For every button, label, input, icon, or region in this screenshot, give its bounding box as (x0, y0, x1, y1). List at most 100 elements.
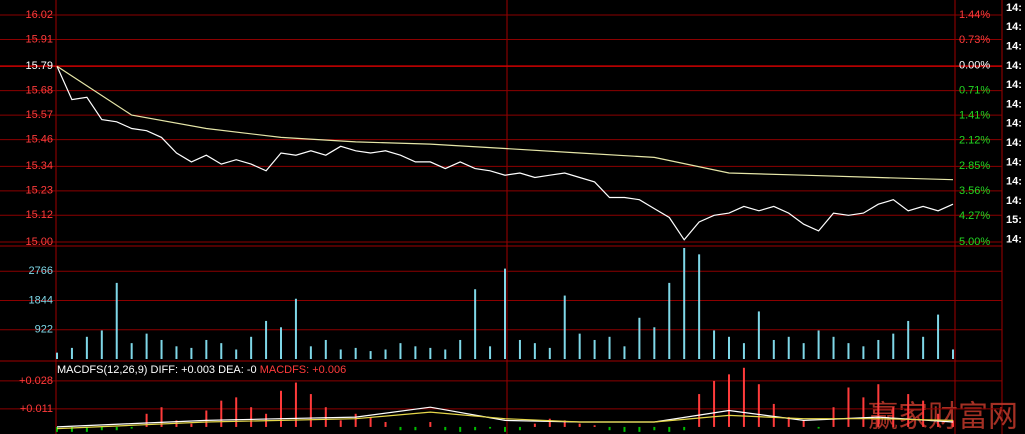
bar (235, 349, 238, 359)
macd-title: MACDFS(12,26,9) (57, 364, 147, 376)
bar (698, 254, 701, 359)
bar (608, 426, 611, 431)
series-line (56, 65, 954, 181)
y-tick-label: 15.46 (25, 134, 53, 146)
bar (787, 336, 790, 359)
bar (429, 422, 432, 427)
bar (683, 248, 686, 359)
bar (56, 352, 58, 359)
y2-tick-label: 2.12% (959, 134, 990, 146)
y-tick-label: 15.12 (25, 209, 53, 221)
y-tick-label: 15.34 (25, 160, 53, 172)
bar (952, 420, 954, 427)
bar (250, 336, 253, 359)
bar (70, 426, 73, 432)
time-label: 14: (1006, 79, 1022, 91)
bar (937, 314, 940, 359)
bar (548, 418, 551, 427)
y-tick-label: 2766 (29, 265, 53, 277)
macd-header: MACDFS(12,26,9) DIFF: +0.003 DEA: -0 MAC… (57, 364, 346, 376)
series-line (56, 406, 954, 428)
bar (339, 420, 342, 427)
bar (518, 339, 521, 359)
time-label: 14: (1006, 2, 1022, 14)
y-tick-label: 15.00 (25, 236, 53, 248)
bar (623, 346, 626, 359)
bar (847, 343, 850, 359)
bar (235, 397, 238, 427)
y2-tick-label: 0.71% (959, 85, 990, 97)
bar (294, 382, 297, 427)
bar (474, 289, 477, 359)
bar (802, 420, 805, 427)
bar (145, 413, 148, 427)
time-label: 14: (1006, 98, 1022, 110)
bar (280, 327, 282, 359)
bar (220, 400, 223, 427)
y-tick-label: 15.79 (25, 60, 53, 72)
bar (907, 320, 910, 359)
bar (742, 343, 745, 359)
bar (100, 330, 103, 359)
bar (892, 407, 895, 427)
bar (922, 400, 925, 427)
bar (414, 346, 417, 359)
y2-tick-label: 0.00% (959, 60, 990, 72)
y2-tick-label: 2.85% (959, 160, 990, 172)
bar (593, 339, 596, 359)
bar (130, 343, 133, 359)
bar (339, 349, 342, 359)
bar (847, 387, 850, 427)
bar (922, 336, 925, 359)
bar (518, 426, 521, 431)
bar (892, 333, 895, 359)
time-label: 14: (1006, 195, 1022, 207)
bar (713, 330, 716, 359)
bar (787, 417, 790, 427)
dea-label: DEA: -0 (218, 364, 257, 376)
bar (309, 394, 312, 427)
y2-tick-label: 1.41% (959, 109, 990, 121)
bar (593, 425, 596, 427)
bar (563, 295, 566, 359)
y-tick-label: 16.02 (25, 9, 53, 21)
bar (369, 417, 372, 427)
bar (100, 426, 103, 431)
bar (190, 423, 193, 427)
bar (130, 426, 133, 429)
bar (250, 407, 253, 427)
y-tick-label: 15.57 (25, 109, 53, 121)
bar (220, 343, 223, 359)
bar (548, 347, 551, 359)
y2-tick-label: 0.73% (959, 34, 990, 46)
bar (160, 339, 163, 359)
time-label: 14: (1006, 60, 1022, 72)
y2-tick-label: 1.44% (959, 9, 990, 21)
bar (713, 380, 716, 427)
series-line (56, 65, 954, 241)
bar (638, 426, 641, 432)
time-label: 14: (1006, 156, 1022, 168)
time-label: 14: (1006, 234, 1022, 246)
bar (907, 394, 910, 427)
bar (817, 330, 820, 359)
bar (384, 349, 387, 359)
bar (309, 346, 312, 359)
bar (504, 426, 506, 432)
bar (952, 349, 954, 359)
bar (832, 407, 835, 427)
time-label: 14: (1006, 176, 1022, 188)
bar (802, 343, 805, 359)
bar (683, 426, 686, 431)
bar (504, 268, 506, 359)
bar (399, 426, 402, 431)
bar (728, 336, 730, 359)
bar (384, 422, 387, 427)
bar (563, 420, 566, 427)
series-line (56, 411, 954, 430)
bar (474, 426, 477, 431)
bar (190, 347, 193, 359)
bar (429, 347, 432, 359)
bar (877, 384, 880, 427)
bar (772, 403, 775, 427)
